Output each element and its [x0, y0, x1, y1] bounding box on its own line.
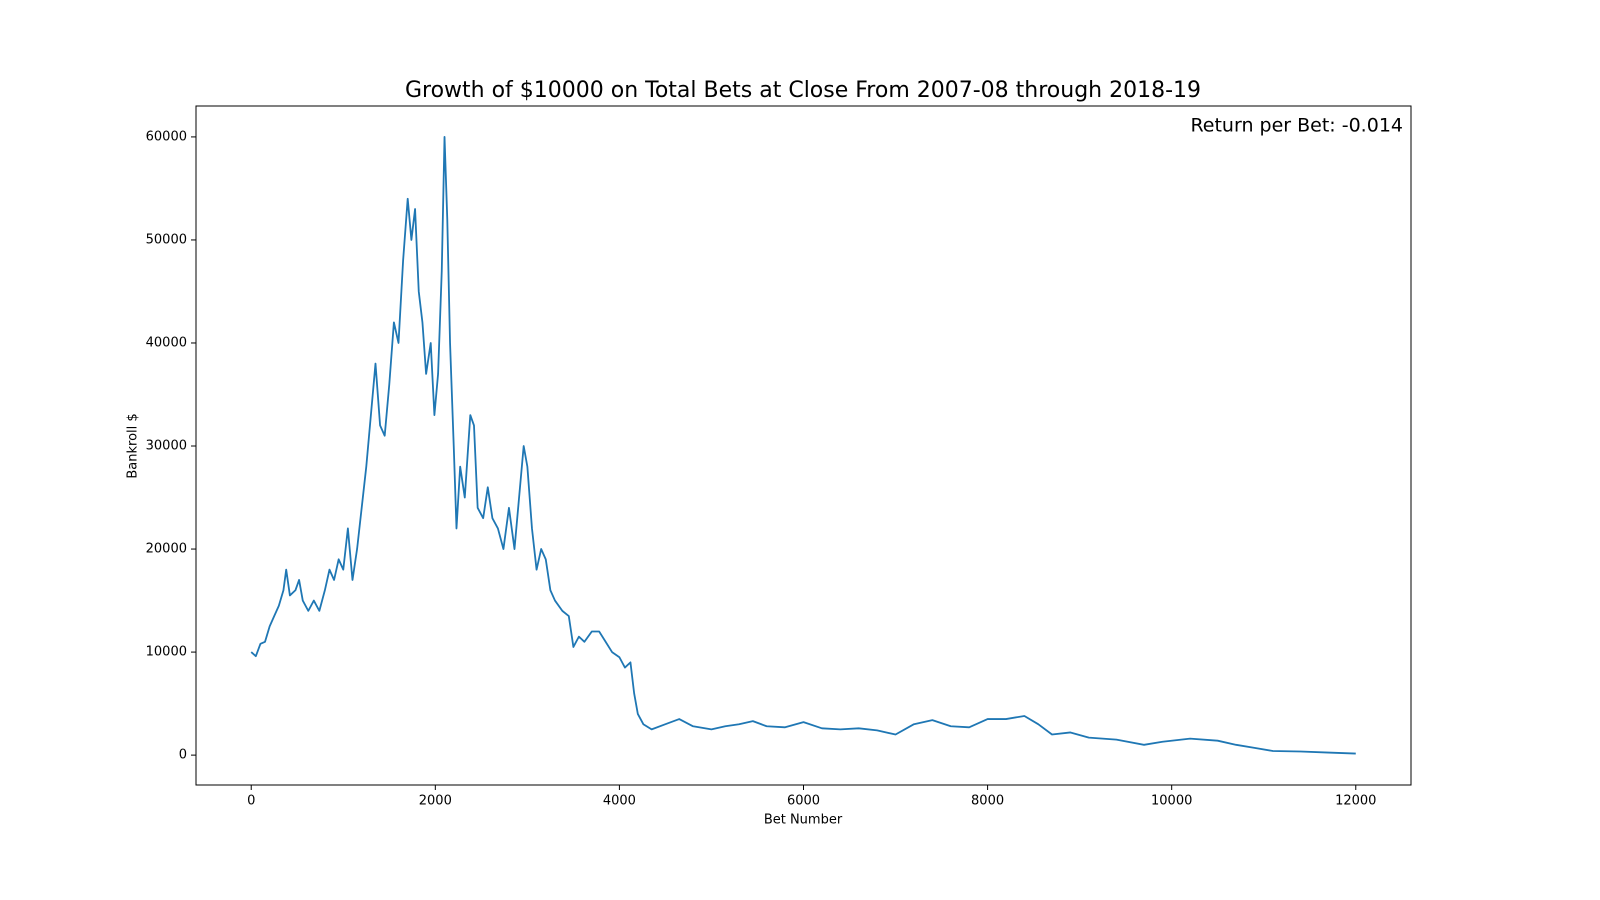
- y-axis-label: Bankroll $: [126, 413, 141, 478]
- axes-frame: [195, 105, 1412, 786]
- data-line: [250, 136, 1356, 755]
- y-tick-label: 40000: [146, 335, 187, 350]
- x-tick-label: 2000: [419, 794, 452, 809]
- y-tick-label: 0: [179, 748, 187, 763]
- y-tick-label: 20000: [146, 542, 187, 557]
- x-tick-label: 8000: [971, 794, 1004, 809]
- y-tick-label: 10000: [146, 645, 187, 660]
- chart-title: Growth of $10000 on Total Bets at Close …: [405, 78, 1201, 103]
- x-tick-label: 12000: [1335, 794, 1376, 809]
- x-tick-label: 6000: [787, 794, 820, 809]
- x-axis-label: Bet Number: [764, 813, 843, 828]
- x-tick-label: 0: [247, 794, 255, 809]
- x-tick-label: 10000: [1151, 794, 1192, 809]
- x-tick-label: 4000: [603, 794, 636, 809]
- y-tick-label: 30000: [146, 439, 187, 454]
- y-tick-label: 50000: [146, 232, 187, 247]
- y-tick-label: 60000: [146, 129, 187, 144]
- annotation: Return per Bet: -0.014: [1190, 115, 1403, 137]
